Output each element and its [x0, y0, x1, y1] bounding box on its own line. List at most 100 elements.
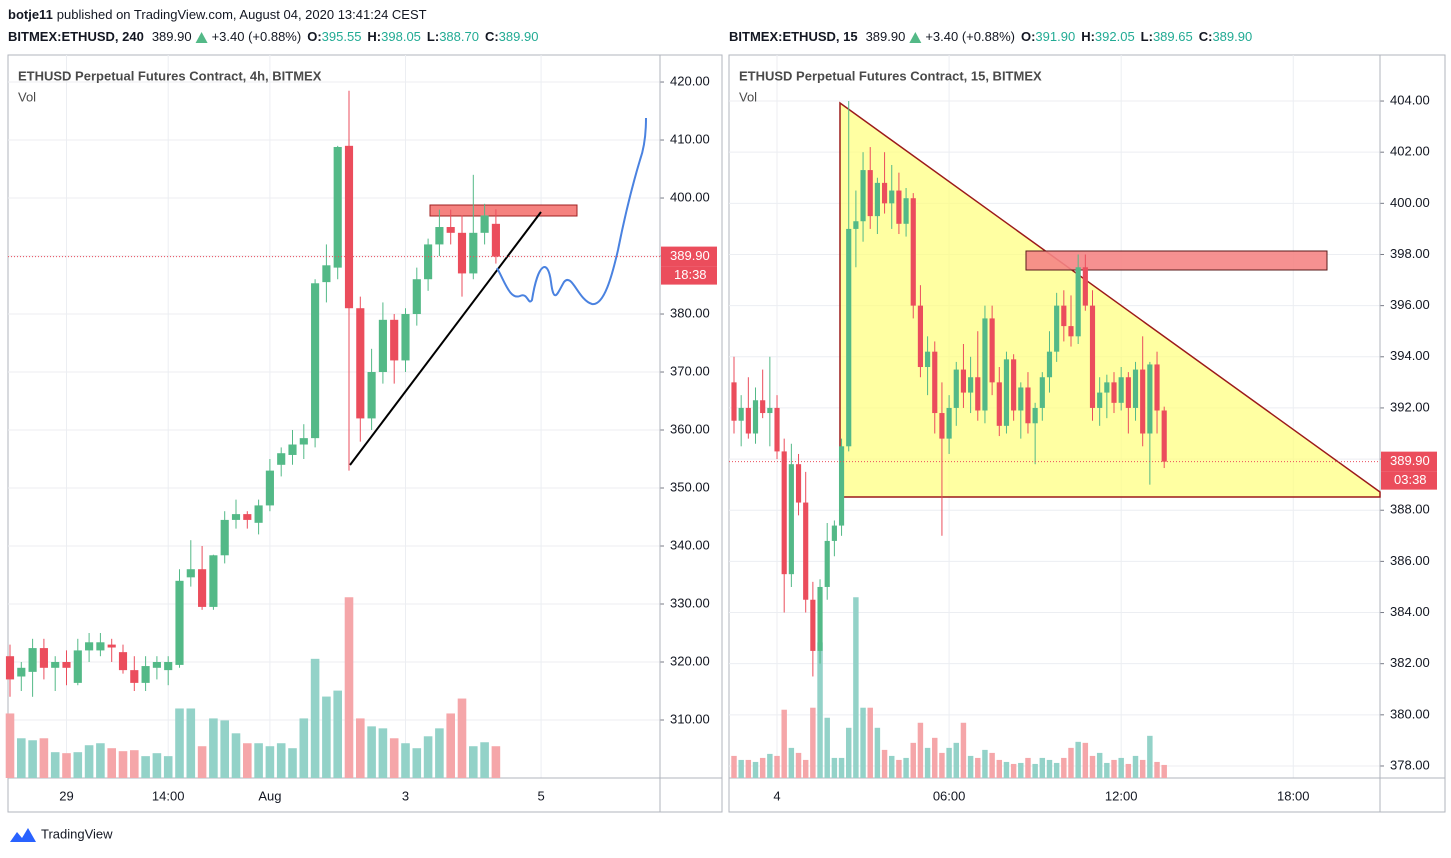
volume-bar — [967, 755, 974, 778]
volume-bar — [118, 751, 128, 778]
volume-bar — [853, 597, 859, 778]
volume-bar — [932, 737, 938, 778]
candle-body — [1003, 359, 1010, 426]
volume-bar — [831, 757, 838, 778]
candle-body — [141, 666, 150, 683]
y-tick-label: 330.00 — [670, 595, 710, 610]
volume-bar — [867, 707, 873, 778]
y-tick-label: 400.00 — [670, 189, 710, 204]
volume-bar — [73, 752, 83, 778]
volume-bar — [28, 740, 37, 778]
candle-body — [1018, 387, 1024, 411]
legend-label: O: — [307, 29, 321, 44]
candle-body — [1154, 364, 1160, 411]
candle-body — [186, 569, 195, 578]
volume-bar — [1111, 759, 1117, 778]
symbol-legend: BITMEX:ETHUSD, 15 389.90 +3.40 (+0.88%) O:3… — [729, 29, 1252, 44]
candle-body — [73, 650, 82, 683]
candle-body — [788, 464, 794, 575]
candle-body — [1161, 410, 1167, 462]
y-tick-label: 380.00 — [1390, 706, 1430, 721]
candle-body — [1132, 369, 1139, 408]
volume-bar — [896, 759, 902, 778]
candle-body — [220, 519, 229, 556]
candle-body — [1104, 382, 1110, 393]
volume-bar — [1025, 757, 1031, 778]
candle-body — [917, 305, 924, 368]
volume-bar — [953, 742, 959, 778]
y-tick-label: 420.00 — [670, 73, 710, 88]
x-tick-label: 18:00 — [1277, 788, 1310, 803]
volume-bar — [288, 748, 297, 778]
candle-body — [446, 227, 455, 233]
volume-bar — [163, 756, 173, 778]
candle-body — [356, 308, 365, 419]
candle-body — [164, 662, 173, 671]
candle-body — [1025, 387, 1031, 424]
candle-body — [1061, 305, 1067, 327]
candle-body — [299, 438, 308, 445]
y-tick-label: 360.00 — [670, 421, 710, 436]
candle-body — [243, 514, 252, 520]
candle-body — [1068, 326, 1074, 337]
volume-bar — [435, 728, 444, 778]
y-tick-label: 378.00 — [1390, 757, 1430, 772]
volume-bar — [1118, 757, 1124, 778]
candle-body — [1054, 305, 1060, 352]
volume-bar — [1161, 764, 1167, 778]
legend-label: C: — [485, 29, 499, 44]
candle-body — [1111, 382, 1117, 403]
volume-bar — [491, 746, 501, 778]
legend-label: O: — [1021, 29, 1035, 44]
candle-body — [17, 667, 26, 677]
candle-body — [39, 648, 48, 668]
volume-bar — [107, 748, 116, 778]
candle-body — [982, 318, 988, 411]
candle-body — [760, 400, 766, 414]
legend-label: H: — [1081, 29, 1095, 44]
volume-bar — [795, 752, 802, 778]
volume-bar — [265, 746, 275, 778]
volume-bar — [197, 746, 207, 778]
candle-body — [378, 319, 387, 373]
volume-bar — [130, 750, 139, 778]
volume-bar — [889, 755, 895, 778]
candle-body — [424, 244, 433, 280]
volume-bar — [254, 743, 263, 778]
volume-bar — [989, 752, 995, 778]
price-tag-label: 389.90 — [670, 248, 710, 263]
volume-bar — [982, 749, 988, 778]
change: +3.40 (+0.88%) — [925, 29, 1015, 44]
volume-bar — [1154, 761, 1160, 778]
candle-body — [939, 413, 945, 439]
candle-body — [480, 215, 489, 233]
legend-value: 392.05 — [1095, 29, 1135, 44]
candle-body — [254, 505, 263, 523]
y-tick-label: 396.00 — [1390, 297, 1430, 312]
legend-label: C: — [1199, 29, 1213, 44]
candle-body — [1075, 267, 1081, 337]
volume-bar — [788, 747, 795, 778]
candle-body — [925, 351, 931, 368]
volume-bar — [745, 759, 752, 778]
candle-body — [401, 314, 410, 361]
volume-bar — [767, 753, 773, 778]
y-tick-label: 404.00 — [1390, 92, 1430, 107]
y-tick-label: 386.00 — [1390, 553, 1430, 568]
candle-body — [107, 644, 116, 648]
volume-bar — [738, 759, 744, 778]
candle-body — [745, 407, 751, 434]
candle-body — [390, 319, 399, 361]
candle-body — [738, 407, 744, 421]
volume-bar — [243, 743, 252, 778]
up-arrow-icon — [909, 32, 922, 43]
resistance-zone — [429, 204, 578, 217]
price-tag — [1381, 451, 1437, 472]
chart-title: ETHUSD Perpetual Futures Contract, 4h, B… — [18, 68, 322, 83]
volume-bar — [356, 718, 365, 778]
volume-bar — [810, 707, 816, 778]
candle-body — [96, 642, 105, 651]
byline: botje11 published on TradingView.com, Aug… — [8, 7, 427, 22]
candle-body — [932, 351, 938, 414]
y-tick-label: 392.00 — [1390, 399, 1430, 414]
